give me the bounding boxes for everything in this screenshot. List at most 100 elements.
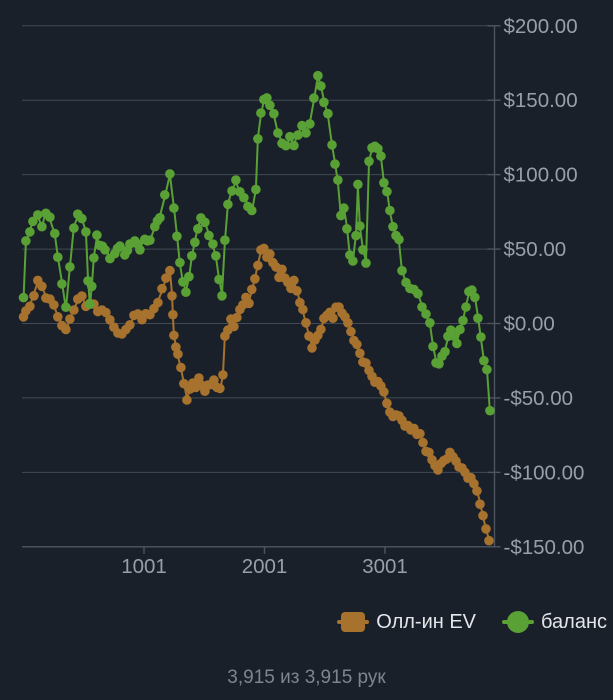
y-axis-label: $50.00 (504, 238, 567, 261)
data-point (313, 70, 323, 81)
data-point (227, 186, 237, 196)
data-point (293, 130, 303, 140)
data-point (461, 302, 471, 312)
data-point (355, 221, 365, 231)
data-point (223, 199, 233, 210)
data-point (208, 239, 218, 249)
data-point (215, 383, 225, 394)
data-point (328, 313, 338, 324)
series-balance (18, 70, 495, 416)
data-point (231, 175, 241, 185)
data-point (169, 203, 179, 213)
data-point (253, 134, 263, 144)
data-point (165, 265, 175, 276)
data-point (301, 128, 311, 138)
data-point (425, 318, 435, 328)
data-point (229, 321, 239, 332)
y-axis-label: -$150.00 (504, 536, 585, 559)
data-point (440, 346, 450, 357)
data-point (135, 245, 145, 255)
data-point (256, 108, 266, 118)
data-point (481, 524, 491, 534)
data-point (194, 373, 204, 383)
data-point (482, 364, 492, 375)
data-point (470, 292, 480, 303)
data-point (61, 324, 71, 335)
data-point (53, 252, 63, 262)
data-point (428, 341, 438, 352)
balance-marker-circle (507, 611, 530, 633)
data-point (239, 192, 249, 203)
legend-item-allin-ev[interactable]: Олл-ин EV (337, 610, 476, 634)
x-axis-label: 1001 (121, 555, 167, 578)
data-point (165, 169, 175, 179)
data-point (336, 210, 346, 221)
data-point (382, 398, 392, 409)
data-point (57, 279, 67, 289)
data-point (262, 93, 272, 103)
data-point (379, 387, 389, 397)
data-point (355, 348, 365, 359)
y-axis-label: -$50.00 (504, 387, 574, 410)
x-axis-label: 3001 (362, 555, 408, 578)
data-point (289, 275, 299, 286)
data-point (45, 212, 55, 222)
data-point (200, 217, 210, 228)
data-point (281, 140, 291, 151)
legend-label-allin-ev: Олл-ин EV (376, 610, 477, 633)
data-point (217, 291, 227, 301)
data-point (467, 285, 477, 295)
data-point (87, 281, 97, 292)
data-point (421, 309, 431, 319)
data-point (376, 151, 386, 161)
data-point (417, 302, 427, 312)
data-point (415, 428, 425, 439)
data-point (379, 178, 389, 188)
data-point (25, 227, 35, 237)
data-point (373, 143, 383, 154)
data-point (28, 216, 38, 227)
data-point (339, 203, 349, 213)
x-axis-label: 2001 (242, 555, 288, 578)
data-point (172, 231, 182, 242)
data-point (61, 302, 71, 313)
data-point (77, 291, 87, 301)
data-point (364, 156, 374, 167)
data-point (220, 235, 230, 245)
data-point (485, 405, 495, 416)
data-point (333, 175, 343, 185)
data-point (65, 262, 75, 272)
data-point (458, 315, 468, 326)
data-point (342, 224, 352, 234)
data-point (190, 237, 200, 248)
data-point (269, 108, 279, 119)
data-point (69, 223, 79, 233)
data-point (244, 298, 254, 309)
data-point (153, 297, 163, 308)
data-point (424, 447, 434, 458)
data-point (469, 478, 479, 489)
data-point (358, 245, 368, 255)
data-point (475, 499, 485, 510)
data-point (327, 140, 337, 150)
data-point (343, 318, 353, 328)
data-point (85, 299, 95, 310)
data-point (382, 186, 392, 197)
data-point (49, 300, 59, 310)
series-line (22, 75, 491, 413)
legend-item-balance[interactable]: баланс (502, 610, 607, 634)
data-point (297, 120, 307, 131)
data-point (161, 273, 171, 283)
data-point (277, 264, 287, 275)
legend-label-balance: баланс (541, 610, 607, 633)
data-point (330, 159, 340, 169)
allin-ev-marker-icon (337, 610, 370, 634)
data-point (81, 227, 91, 237)
data-point (265, 249, 275, 259)
data-point (18, 292, 29, 303)
data-point (193, 224, 203, 234)
data-point (305, 119, 315, 129)
data-point (175, 257, 185, 268)
data-point (309, 93, 319, 103)
